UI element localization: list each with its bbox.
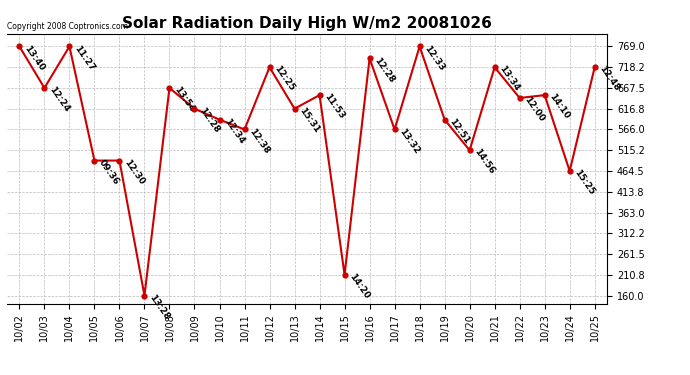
Text: 13:28: 13:28 [147,293,171,321]
Text: 13:34: 13:34 [497,64,521,93]
Point [289,106,300,112]
Point [14,44,25,50]
Text: 11:27: 11:27 [72,44,96,72]
Text: 13:40: 13:40 [22,44,46,72]
Point [414,44,425,50]
Text: 12:28: 12:28 [373,56,396,84]
Point [364,55,375,61]
Point [214,117,225,123]
Point [514,95,525,101]
Text: 13:32: 13:32 [397,127,421,155]
Text: 12:00: 12:00 [522,95,546,124]
Text: 14:10: 14:10 [547,92,571,121]
Text: 12:28: 12:28 [197,106,221,135]
Point [114,158,125,164]
Text: 09:36: 09:36 [97,158,121,186]
Point [439,117,450,123]
Title: Solar Radiation Daily High W/m2 20081026: Solar Radiation Daily High W/m2 20081026 [122,16,492,31]
Point [64,44,75,50]
Text: 11:53: 11:53 [322,92,346,121]
Text: 12:38: 12:38 [247,127,271,155]
Point [189,106,200,112]
Point [89,158,100,164]
Text: 12:25: 12:25 [273,64,296,93]
Text: 12:30: 12:30 [122,158,146,186]
Text: 12:33: 12:33 [422,44,446,72]
Point [489,64,500,70]
Text: 12:48: 12:48 [598,64,621,93]
Point [39,85,50,91]
Text: 15:25: 15:25 [573,168,596,197]
Point [389,126,400,132]
Point [314,92,325,98]
Point [339,272,350,278]
Point [239,126,250,132]
Point [564,168,575,174]
Text: 12:34: 12:34 [222,117,246,146]
Point [539,92,550,98]
Point [264,64,275,70]
Point [164,85,175,91]
Text: 13:54: 13:54 [172,85,196,114]
Text: 14:56: 14:56 [473,147,496,176]
Point [139,292,150,298]
Point [464,147,475,153]
Point [589,64,600,70]
Text: 15:31: 15:31 [297,106,321,135]
Text: Copyright 2008 Coptronics.com: Copyright 2008 Coptronics.com [7,22,128,31]
Text: 14:20: 14:20 [347,272,371,301]
Text: 12:24: 12:24 [47,85,71,114]
Text: 12:51: 12:51 [447,117,471,146]
